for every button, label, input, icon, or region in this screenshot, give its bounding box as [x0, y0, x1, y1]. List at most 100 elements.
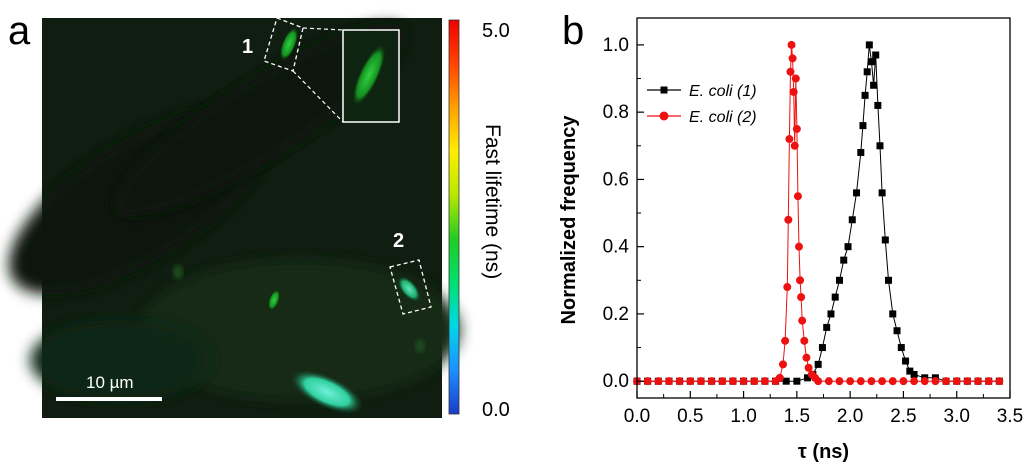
- data-point: [804, 363, 813, 372]
- data-point: [857, 149, 865, 157]
- data-point: [781, 336, 790, 345]
- data-point: [792, 124, 801, 133]
- y-tick-label: 0.8: [603, 102, 629, 123]
- data-point: [814, 360, 822, 368]
- data-point: [790, 141, 799, 150]
- data-point: [785, 135, 794, 144]
- data-point: [675, 377, 684, 386]
- series-2: [633, 40, 1004, 386]
- data-point: [846, 377, 855, 386]
- data-point: [942, 377, 951, 386]
- data-point: [779, 360, 788, 369]
- data-point: [793, 377, 801, 385]
- y-tick-label: 1.0: [603, 35, 629, 56]
- data-point: [840, 256, 848, 264]
- data-point: [794, 242, 803, 251]
- data-point: [824, 377, 833, 386]
- data-point: [686, 377, 695, 386]
- data-point: [878, 377, 887, 386]
- roi-label-1: 1: [242, 36, 253, 58]
- roi-box-2: [389, 259, 432, 315]
- scale-bar: [56, 397, 162, 401]
- data-point: [910, 377, 919, 386]
- zoom-connector-bottom: [292, 70, 344, 123]
- data-point: [844, 243, 852, 251]
- data-point: [835, 276, 843, 284]
- data-point: [750, 377, 759, 386]
- x-tick-label: 2.0: [837, 406, 863, 427]
- legend-label: E. coli (2): [689, 109, 757, 126]
- data-point: [853, 189, 861, 197]
- data-point: [775, 373, 784, 382]
- data-point: [827, 310, 835, 318]
- bacterium-4: [290, 369, 364, 415]
- x-tick-label: 2.5: [890, 406, 916, 427]
- data-point: [889, 310, 897, 318]
- data-point: [881, 236, 889, 244]
- data-point: [865, 41, 873, 49]
- data-point: [835, 377, 844, 386]
- data-point: [952, 377, 961, 386]
- data-point: [718, 377, 727, 386]
- scale-bar-label: 10 µm: [86, 373, 134, 392]
- data-point: [696, 377, 705, 386]
- data-point: [885, 276, 893, 284]
- data-point: [876, 142, 884, 150]
- data-point: [739, 377, 748, 386]
- axis-layer: 0.0 0.5 1.0 1.5 2.0 2.5 3.0 3.5 0.0 0.2 0.4 0.6 0.8 1…: [603, 35, 1024, 427]
- data-point: [859, 122, 867, 130]
- data-point: [800, 336, 809, 345]
- data-point: [878, 189, 886, 197]
- x-tick-label: 0.0: [624, 406, 650, 427]
- colorbar: 5.0 0.0 Fast lifetime (ns): [448, 19, 510, 421]
- x-tick-label: 0.5: [677, 406, 703, 427]
- colorbar-max-label: 5.0: [482, 20, 510, 42]
- data-point: [974, 377, 983, 386]
- x-tick-label: 3.0: [944, 406, 970, 427]
- data-point: [797, 293, 806, 302]
- data-point: [798, 316, 807, 325]
- data-point: [893, 327, 901, 335]
- data-point: [654, 377, 663, 386]
- bacterium-1: [279, 27, 299, 61]
- roi-label-2: 2: [393, 230, 404, 252]
- panel-b-letter: b: [562, 9, 584, 53]
- x-tick-label: 1.5: [784, 406, 810, 427]
- data-point: [786, 67, 795, 76]
- lifetime-histogram-chart: 0.0 0.5 1.0 1.5 2.0 2.5 3.0 3.5 0.0 0.2 0.4 0.6 0.8 1…: [558, 17, 1024, 463]
- data-point: [874, 101, 882, 109]
- data-point: [831, 293, 839, 301]
- data-point: [867, 377, 876, 386]
- data-point: [995, 377, 1004, 386]
- y-tick-label: 0.4: [603, 237, 630, 258]
- data-point: [818, 344, 826, 352]
- data-point: [784, 215, 793, 224]
- data-point: [888, 377, 897, 386]
- data-point: [910, 370, 918, 378]
- panel-a-letter: a: [8, 9, 31, 53]
- data-point: [899, 377, 908, 386]
- legend-label: E. coli (1): [689, 83, 757, 100]
- data-point: [867, 58, 875, 66]
- legend-marker: [659, 111, 669, 121]
- data-point: [870, 81, 878, 89]
- colorbar-title: Fast lifetime (ns): [481, 124, 504, 279]
- data-point: [848, 216, 856, 224]
- data-point: [861, 91, 869, 99]
- y-tick-label: 0.6: [603, 169, 629, 190]
- data-point: [793, 192, 802, 201]
- bacterium-3: [267, 289, 281, 311]
- data-point: [782, 377, 790, 385]
- data-point: [664, 377, 673, 386]
- data-point: [906, 367, 914, 375]
- x-axis-title: τ (ns): [798, 441, 849, 463]
- data-point: [788, 54, 797, 63]
- data-point: [728, 377, 737, 386]
- y-axis-title: Normalized frequency: [558, 115, 580, 325]
- data-point: [760, 377, 769, 386]
- data-point: [643, 377, 652, 386]
- bacterium-2: [397, 275, 421, 303]
- data-point: [902, 357, 910, 365]
- data-point: [783, 283, 792, 292]
